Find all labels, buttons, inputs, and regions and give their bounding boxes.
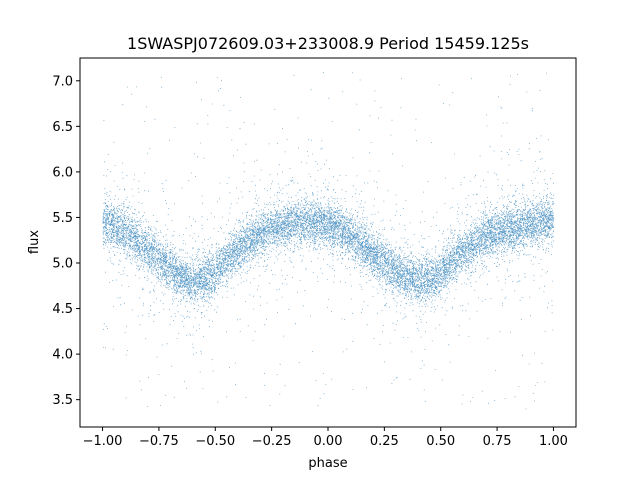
- y-tick-label: 7.0: [52, 74, 73, 89]
- y-tick-label: 4.0: [52, 348, 73, 363]
- x-tick-label: 0.25: [370, 434, 399, 449]
- x-axis-label: phase: [308, 456, 347, 471]
- x-tick-label: −0.25: [252, 434, 292, 449]
- x-tick-label: −0.75: [139, 434, 179, 449]
- x-axis: −1.00 −0.75 −0.50 −0.25 0.00 0.25 0.50 0.75 1.00: [83, 427, 568, 449]
- y-tick-label: 4.5: [52, 302, 73, 317]
- x-tick-label: 0.00: [314, 434, 343, 449]
- y-tick-label: 5.5: [52, 211, 73, 226]
- x-tick-label: −0.50: [195, 434, 235, 449]
- y-tick-label: 6.5: [52, 120, 73, 135]
- y-tick-label: 3.5: [52, 393, 73, 408]
- y-axis-label: flux: [27, 230, 42, 254]
- y-tick-label: 5.0: [52, 257, 73, 272]
- x-tick-label: 0.50: [426, 434, 455, 449]
- y-tick-label: 6.0: [52, 165, 73, 180]
- y-axis: 3.5 4.0 4.5 5.0 5.5 6.0 6.5 7.0: [52, 74, 80, 408]
- x-tick-label: −1.00: [83, 434, 123, 449]
- x-tick-label: 0.75: [483, 434, 512, 449]
- x-tick-label: 1.00: [539, 434, 568, 449]
- chart-title: 1SWASPJ072609.03+233008.9 Period 15459.1…: [127, 34, 529, 53]
